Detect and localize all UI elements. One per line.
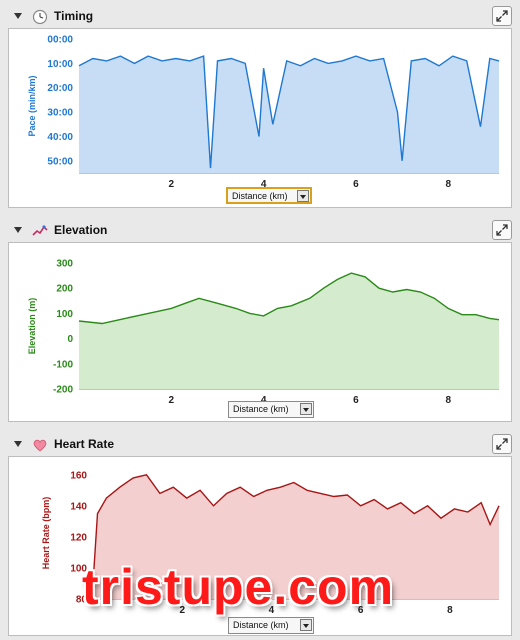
elevation-distance-dropdown[interactable]: Distance (km) [228,401,314,418]
series-line [78,272,500,325]
elevation-panel: Elevation 300 200 100 0 -100 -200 2 4 6 8 Elevatio… [4,218,516,422]
timing-panel-header: Timing [4,4,516,30]
series-area [93,474,499,599]
y-tick-label: 40:00 [47,132,73,143]
timing-chart: 00:00 10:00 20:00 30:00 40:00 50:00 2 4 6 8 Pace (… [27,35,500,190]
y-axis-title: Pace (min/km) [27,75,37,136]
y-tick-label: -100 [53,359,73,370]
collapse-arrow-icon[interactable] [14,13,22,19]
y-tick-label: 160 [70,470,87,481]
timing-title: Timing [54,9,94,23]
series-area [79,273,499,389]
y-tick-label: 80 [76,595,88,606]
heart-rate-chart-card: 160 140 120 100 80 2 4 6 8 Heart Rate (bpm) Dista… [8,456,512,636]
x-tick-label: 2 [169,395,175,406]
series-area [79,56,499,173]
y-tick-label: 100 [56,309,73,320]
y-tick-label: 50:00 [47,156,73,167]
x-tick-label: 2 [179,605,185,616]
elevation-panel-header: Elevation [4,218,516,244]
x-tick-label: 6 [353,179,359,190]
y-tick-label: 10:00 [47,59,73,70]
elevation-title: Elevation [54,223,108,237]
expand-icon [496,10,508,22]
collapse-arrow-icon[interactable] [14,227,22,233]
collapse-arrow-icon[interactable] [14,441,22,447]
expand-button[interactable] [492,220,512,240]
chevron-down-icon [300,619,312,631]
y-tick-label: 200 [56,284,73,295]
expand-icon [496,438,508,450]
chevron-down-icon [297,190,309,202]
heart-rate-panel: Heart Rate 160 140 120 100 80 2 4 6 8 Heart Rate … [4,432,516,636]
x-tick-label: 2 [169,179,175,190]
watermark-text: tristupe.com [82,559,395,615]
expand-button[interactable] [492,434,512,454]
x-tick-label: 4 [261,179,267,190]
expand-button[interactable] [492,6,512,26]
y-tick-label: 100 [70,563,87,574]
heart-rate-chart: 160 140 120 100 80 2 4 6 8 Heart Rate (bpm) [41,470,500,616]
y-tick-label: 30:00 [47,108,73,119]
elevation-icon [32,225,48,236]
y-tick-label: 140 [70,501,87,512]
heart-icon [33,439,47,452]
y-tick-label: 20:00 [47,83,73,94]
timing-chart-card: 00:00 10:00 20:00 30:00 40:00 50:00 2 4 6 8 Pace (… [8,28,512,208]
series-line [92,474,500,584]
y-axis-title: Elevation (m) [27,298,37,355]
clock-icon [32,9,48,25]
timing-panel: Timing 00:00 10:00 20:00 30:00 40:00 50:00 2 4 6… [4,4,516,208]
x-tick-label: 8 [445,179,451,190]
x-tick-label: 4 [269,605,275,616]
y-axis-title: Heart Rate (bpm) [41,497,51,570]
x-tick-label: 4 [261,395,267,406]
series-line [78,55,500,169]
x-tick-label: 6 [358,605,364,616]
y-tick-label: -200 [53,385,73,396]
elevation-chart: 300 200 100 0 -100 -200 2 4 6 8 Elevation (m) [27,259,500,406]
x-tick-label: 8 [447,605,453,616]
y-tick-label: 0 [67,334,73,345]
elevation-chart-card: 300 200 100 0 -100 -200 2 4 6 8 Elevation (m) Dist… [8,242,512,422]
chevron-down-icon [300,403,312,415]
y-tick-label: 120 [70,532,87,543]
heart-rate-title: Heart Rate [54,437,115,451]
x-tick-label: 6 [353,395,359,406]
x-tick-label: 8 [445,395,451,406]
y-tick-label: 00:00 [47,35,73,46]
y-tick-label: 300 [56,259,73,270]
heart-rate-distance-dropdown[interactable]: Distance (km) [228,617,314,634]
expand-icon [496,224,508,236]
timing-distance-dropdown[interactable]: Distance (km) [226,187,312,204]
heart-rate-panel-header: Heart Rate [4,432,516,458]
